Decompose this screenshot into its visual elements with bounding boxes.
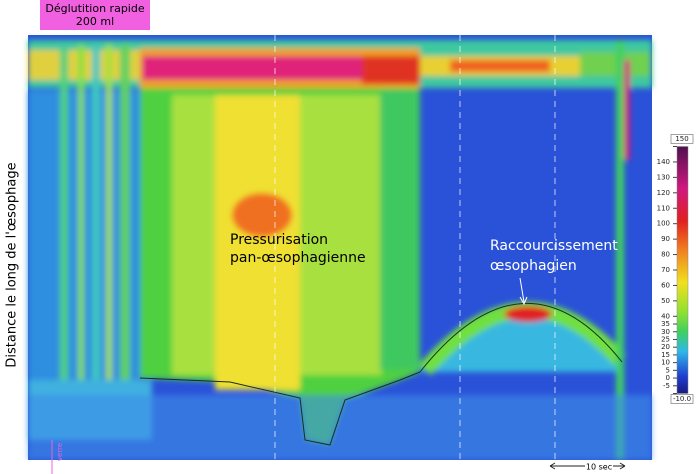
y-axis-label: Distance le long de l'œsophage	[5, 162, 20, 367]
colorbar-tick-label: 130	[657, 173, 670, 181]
colorbar-tick-label: 120	[657, 189, 670, 197]
colorbar-tick-label: 100	[657, 220, 670, 228]
colorbar-tick-label: 110	[657, 204, 670, 212]
colorbar-tick-label: 70	[661, 266, 670, 274]
tick-box	[670, 394, 694, 404]
annotation: Pressurisation	[230, 232, 328, 248]
colorbar-tick-label: 90	[661, 235, 670, 243]
colorbar-tick-label: 30	[661, 328, 670, 336]
colorbar-tick-label: 15	[661, 351, 670, 359]
annotation: Raccourcissement	[490, 238, 618, 254]
header-line: Déglutition rapide	[45, 2, 144, 15]
time-scale-bg	[585, 461, 613, 472]
colorbar-tick-label: 0	[666, 374, 670, 382]
colorbar-tick-label: 150	[675, 135, 688, 143]
annotation-arrow	[519, 277, 528, 306]
colorbar-tick-label: -5	[663, 382, 670, 390]
colorbar-tick-label: 35	[661, 320, 670, 328]
annotation: pan-œsophagienne	[230, 250, 366, 266]
tick-box	[670, 134, 694, 144]
colorbar-tick-label: 50	[661, 297, 670, 305]
colorbar-tick-label: 80	[661, 251, 670, 259]
colorbar-tick-label: 40	[661, 312, 670, 320]
marker-label: verre	[56, 443, 64, 461]
colorbar-tick-label: -10.0	[673, 395, 691, 403]
colorbar-tick-label: 60	[661, 281, 670, 289]
colorbar-tick-label: 10	[661, 359, 670, 367]
header-line: 200 ml	[76, 15, 114, 28]
colorbar-tick-label: 20	[661, 343, 670, 351]
colorbar-tick-label: 25	[661, 335, 670, 343]
colorbar-tick-label: 140	[657, 158, 670, 166]
pressure-map	[0, 35, 700, 474]
header-box	[40, 0, 150, 30]
colorbar-tick-label: 5	[666, 366, 670, 374]
colorbar-scale	[676, 146, 689, 394]
time-scale: 10 sec	[586, 463, 612, 472]
annotation: œsophagien	[490, 258, 577, 274]
